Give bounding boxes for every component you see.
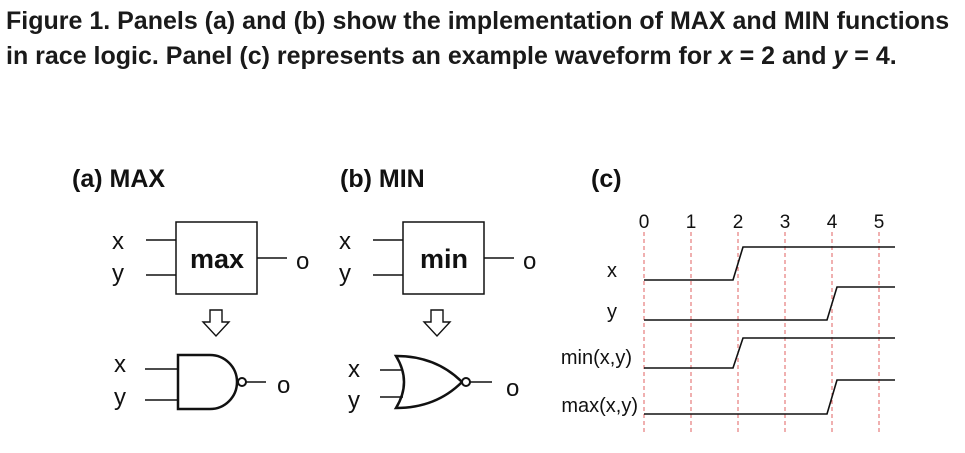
signal-label-x: x <box>607 260 617 282</box>
max-input-x-label: x <box>112 228 124 255</box>
figure-caption: Figure 1. Panels (a) and (b) show the im… <box>6 4 961 74</box>
or-gate-icon <box>393 354 464 410</box>
trace-x <box>644 246 895 281</box>
tick-label-t2: 2 <box>733 212 744 233</box>
and-gate-icon <box>176 353 239 411</box>
trace-max-x-y <box>644 379 895 415</box>
tick-label-t4: 4 <box>827 212 838 233</box>
trace-min-x-y <box>644 337 895 369</box>
trace-y <box>644 286 895 321</box>
max-output-label: o <box>296 248 309 275</box>
panel-b: (b) MIN min x y o x y o <box>339 165 536 414</box>
min-input-y-label: y <box>339 260 351 287</box>
caption-eq-x: = 2 and <box>732 42 834 70</box>
caption-var-y: y <box>833 42 848 70</box>
min-output-label: o <box>523 248 536 275</box>
max-block-label: max <box>190 244 244 274</box>
signal-label-min-x-y: min(x,y) <box>561 347 632 369</box>
caption-var-x: x <box>718 42 733 70</box>
and-gate-output-bubble <box>237 377 247 387</box>
and-gate-input-x-label: x <box>114 351 126 378</box>
signal-label-y: y <box>607 301 617 323</box>
or-gate-output-bubble <box>461 377 471 387</box>
min-block-label: min <box>420 244 468 274</box>
panel-c-title: (c) <box>591 165 622 193</box>
max-down-arrow-icon <box>201 309 231 338</box>
tick-label-t3: 3 <box>780 212 791 233</box>
tick-label-t5: 5 <box>874 212 885 233</box>
caption-lead: Figure 1. Panels (a) and (b) show the im… <box>6 7 950 70</box>
and-gate-output-label: o <box>277 372 290 399</box>
signal-label-max-x-y: max(x,y) <box>561 395 638 417</box>
panel-a: (a) MAX max x y o x y o <box>72 165 309 411</box>
and-gate-input-y-label: y <box>114 384 126 411</box>
caption-eq-y: = 4. <box>847 42 897 70</box>
tick-label-t0: 0 <box>639 212 650 233</box>
max-input-y-label: y <box>112 260 124 287</box>
panel-b-title: (b) MIN <box>340 165 425 193</box>
or-gate-output-label: o <box>506 375 519 402</box>
panel-c: (c) 0 1 2 3 4 5 xy min(x,y) max(x,y) <box>561 165 895 432</box>
time-gridlines <box>643 232 880 432</box>
tick-label-t1: 1 <box>686 212 697 233</box>
panel-a-title: (a) MAX <box>72 165 165 193</box>
signal-traces <box>644 246 895 415</box>
min-down-arrow-icon <box>422 309 452 338</box>
min-input-x-label: x <box>339 228 351 255</box>
or-gate-input-x-label: x <box>348 356 360 383</box>
time-tick-labels: 0 1 2 3 4 5 <box>639 212 885 233</box>
signal-labels: xy min(x,y) max(x,y) <box>561 260 638 417</box>
or-gate-input-y-label: y <box>348 387 360 414</box>
